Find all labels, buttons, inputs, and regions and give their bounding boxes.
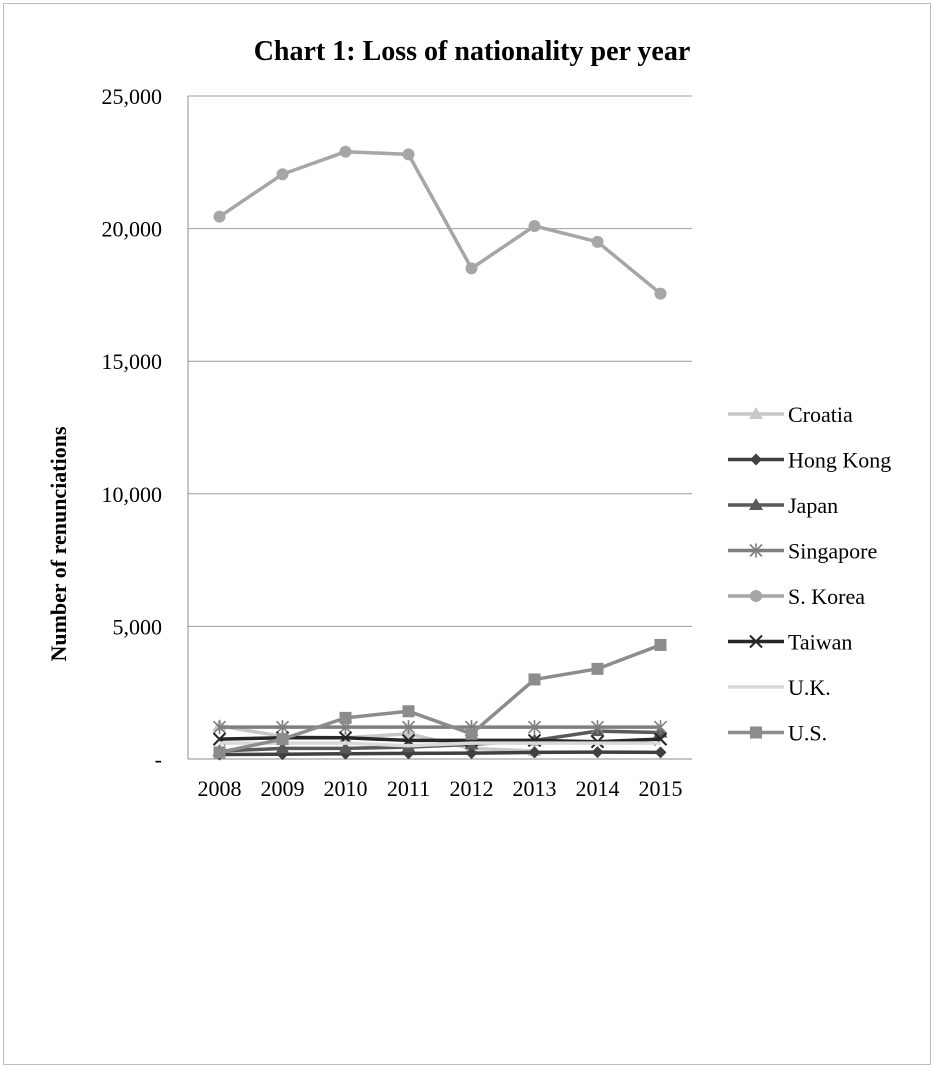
data-point-u-s-2013 [528, 673, 541, 686]
series-line-u-s [219, 643, 662, 755]
series-singapore [212, 720, 668, 735]
legend-item-croatia: Croatia [728, 402, 853, 427]
data-point-s-korea-2010 [339, 145, 352, 158]
x-tick-label-2013: 2013 [513, 776, 557, 801]
data-point-hong-kong-2012 [465, 747, 478, 760]
data-point-singapore-2009 [275, 720, 290, 735]
legend-label-croatia: Croatia [788, 402, 853, 427]
x-tick-label-2015: 2015 [639, 776, 683, 801]
legend-marker-s-korea [750, 590, 762, 602]
x-tick-label-2012: 2012 [450, 776, 494, 801]
data-point-u-s-2009 [276, 733, 289, 746]
x-tick-label-2011: 2011 [387, 776, 430, 801]
legend-marker-singapore [749, 543, 763, 558]
data-point-singapore-2015 [653, 720, 668, 735]
y-axis-ticks: - 5,000 10,000 15,000 20,000 25,000 [102, 84, 163, 772]
legend-marker-taiwan [749, 634, 763, 649]
legend-marker-croatia [749, 407, 763, 419]
gridlines [187, 95, 692, 760]
data-point-singapore-2013 [527, 720, 542, 735]
legend-marker-u-s [750, 726, 762, 739]
data-point-u-s-2008 [213, 746, 226, 759]
legend-label-japan: Japan [788, 493, 838, 518]
data-point-u-s-2014 [591, 662, 604, 675]
legend-item-taiwan: Taiwan [728, 630, 852, 655]
data-point-japan-2009 [275, 741, 290, 754]
y-tick-label-10000: 10,000 [102, 482, 163, 507]
series-line-u-k [219, 741, 661, 748]
y-tick-label-25000: 25,000 [102, 84, 163, 109]
y-tick-label-5000: 5,000 [113, 614, 163, 639]
legend-item-japan: Japan [728, 493, 838, 518]
series-u-k [219, 741, 661, 748]
data-point-s-korea-2009 [276, 168, 289, 181]
x-tick-label-2010: 2010 [324, 776, 368, 801]
legend-label-singapore: Singapore [788, 539, 877, 564]
y-tick-label-20000: 20,000 [102, 217, 163, 242]
legend-label-s-korea: S. Korea [788, 584, 865, 609]
data-point-japan-2010 [338, 741, 353, 754]
line-chart: Chart 1: Loss of nationality per year - 5… [46, 36, 891, 801]
series-u-s [213, 638, 667, 759]
legend-item-singapore: Singapore [728, 539, 877, 564]
y-tick-label-15000: 15,000 [102, 349, 163, 374]
x-tick-label-2014: 2014 [576, 776, 620, 801]
data-point-s-korea-2013 [528, 219, 541, 232]
data-point-s-korea-2011 [402, 148, 415, 161]
legend-item-hong-kong: Hong Kong [728, 448, 891, 473]
legend: Croatia Hong Kong Japan Singapore S. Korea Ta… [728, 402, 891, 746]
data-point-hong-kong-2013 [528, 746, 541, 759]
data-point-s-korea-2008 [213, 210, 226, 223]
data-point-singapore-2011 [401, 720, 416, 735]
legend-label-hong-kong: Hong Kong [788, 448, 891, 473]
legend-label-u-s: U.S. [788, 721, 827, 746]
legend-marker-hong-kong [750, 453, 762, 466]
legend-label-u-k: U.K. [788, 675, 831, 700]
data-point-hong-kong-2015 [654, 746, 667, 759]
chart-title: Chart 1: Loss of nationality per year [254, 36, 691, 67]
series-lines [212, 145, 668, 761]
data-point-hong-kong-2014 [591, 746, 604, 759]
data-point-u-s-2011 [402, 705, 415, 718]
legend-item-s-korea: S. Korea [728, 584, 865, 609]
x-axis-ticks: 2008 2009 2010 2011 2012 2013 2014 2015 [198, 776, 683, 801]
data-point-s-korea-2012 [465, 262, 478, 275]
data-point-u-s-2010 [339, 711, 352, 724]
data-point-singapore-2008 [212, 720, 227, 735]
series-s-korea [213, 145, 667, 300]
chart-frame: Chart 1: Loss of nationality per year - 5… [3, 3, 931, 1065]
data-point-u-s-2012 [465, 727, 478, 740]
series-line-s-korea [218, 149, 662, 295]
legend-marker-japan [749, 498, 763, 510]
y-axis-label: Number of renunciations [46, 426, 71, 662]
data-point-u-s-2015 [654, 638, 667, 651]
series-line-hong-kong [219, 750, 661, 757]
data-point-s-korea-2014 [591, 235, 604, 248]
data-point-singapore-2014 [590, 720, 605, 735]
legend-item-u-s: U.S. [728, 721, 827, 746]
x-tick-label-2009: 2009 [261, 776, 305, 801]
series-line-croatia [219, 724, 535, 753]
x-tick-label-2008: 2008 [198, 776, 242, 801]
data-point-s-korea-2015 [654, 287, 667, 300]
legend-item-u-k: U.K. [728, 675, 831, 700]
legend-label-taiwan: Taiwan [788, 630, 852, 655]
y-tick-label-0: - [155, 747, 162, 772]
